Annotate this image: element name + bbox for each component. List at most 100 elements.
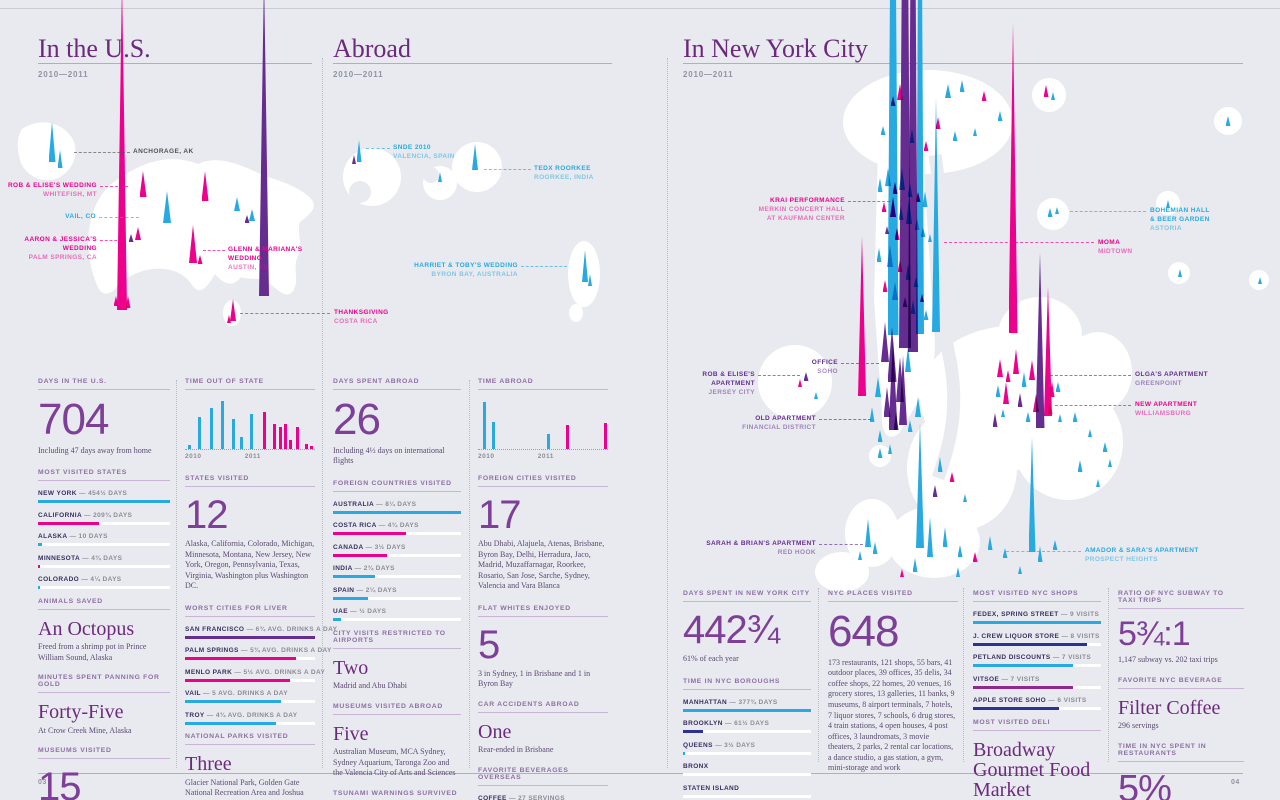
callout-title: MOMA	[1098, 239, 1121, 246]
bar-track	[333, 618, 461, 622]
map-callout: NEW APARTMENT WILLIAMSBURG	[1135, 400, 1197, 418]
callout-leader-line	[1050, 375, 1131, 376]
stat-big-number: 26	[333, 395, 381, 444]
mini-bar	[566, 425, 570, 449]
stat-header: TIME IN NYC SPENT IN RESTAURANTS	[1118, 743, 1244, 762]
callout-leader-line	[99, 217, 139, 218]
bar-fill	[38, 543, 42, 547]
stat-header: DAYS SPENT ABROAD	[333, 378, 461, 390]
stat-display-value: Broadway Gourmet Food Market	[973, 738, 1091, 800]
divider-us-columns	[176, 380, 177, 768]
stat-header: FOREIGN CITIES VISITED	[478, 475, 608, 487]
bar-label: MINNESOTA — 4¾ DAYS	[38, 554, 123, 562]
map-callout: OLGA'S APARTMENT GREENPOINT	[1135, 370, 1208, 388]
bar-row: CANADA — 3½ DAYS	[333, 544, 461, 557]
bar-label: MENLO PARK — 5½ AVG. DRINKS A DAY	[185, 668, 326, 676]
stat-big-number: 5%	[1118, 767, 1172, 800]
map-callout: ROB & ELISE'S WEDDING WHITEFISH, MT	[8, 181, 97, 199]
bar-track	[973, 685, 1101, 689]
stat-header: FOREIGN COUNTRIES VISITED	[333, 480, 461, 492]
bar-row: UAE — ½ DAYS	[333, 608, 461, 622]
stat-header: CAR ACCIDENTS ABROAD	[478, 701, 608, 713]
bar-fill	[38, 564, 40, 568]
bar-label: VAIL — 5 AVG. DRINKS A DAY	[185, 690, 288, 698]
map-callout: SARAH & BRIAN'S APARTMENT RED HOOK	[706, 539, 816, 557]
bar-label: PETLAND DISCOUNTS — 7 VISITS	[973, 654, 1092, 661]
callout-leader-line	[74, 152, 130, 153]
bar-label: COLORADO — 4¼ DAYS	[38, 576, 122, 584]
callout-leader-line	[1006, 551, 1081, 552]
stats-column-abroad-2: TIME ABROAD 2010 2011 FOREIGN CITIES VISITE…	[478, 378, 608, 800]
stat-note: Including 47 days away from home	[38, 445, 152, 455]
callout-location: AT KAUFMAN CENTER	[766, 215, 845, 222]
mini-bar	[239, 436, 243, 449]
bar-label: CANADA — 3½ DAYS	[333, 543, 406, 551]
bar-row: J. CREW LIQUOR STORE — 8 VISITS	[973, 633, 1101, 646]
bar-fill	[38, 521, 99, 525]
mini-bar	[492, 421, 496, 449]
callout-location: ASTORIA	[1150, 225, 1182, 232]
section-title-nyc: In New York City	[683, 34, 868, 63]
callout-title: OFFICE	[811, 359, 838, 366]
callout-location: MERKIN CONCERT HALL	[758, 206, 845, 213]
bar-label: VITSOE — 7 VISITS	[973, 675, 1040, 683]
bar-row: SAN FRANCISCO — 6¾ AVG. DRINKS A DAY	[185, 625, 338, 639]
bar-track	[38, 500, 170, 504]
bar-fill	[333, 596, 368, 600]
callout-leader-line	[100, 186, 128, 187]
callout-title: AARON & JESSICA'S	[24, 236, 97, 243]
stat-note: 1,147 subway vs. 202 taxi trips	[1118, 655, 1218, 665]
bar-label: SAN FRANCISCO — 6¾ AVG. DRINKS A DAY	[185, 625, 338, 633]
callout-title: GLENN & MARIANA'S	[228, 246, 303, 253]
abroad-title-rule	[333, 63, 612, 64]
mini-bar	[546, 434, 550, 449]
bar-label: STATEN ISLAND	[683, 784, 740, 792]
callout-location: MIDTOWN	[1098, 248, 1133, 255]
bar-fill	[683, 730, 704, 734]
bar-track	[683, 751, 811, 755]
mini-bar	[278, 426, 282, 449]
stat-display-value: An Octopus	[38, 617, 135, 640]
bar-row: QUEENS — 3½ DAYS	[683, 742, 811, 755]
callout-title: ROB & ELISE'S WEDDING	[7, 182, 97, 189]
map-callout: ANCHORAGE, AK	[133, 147, 194, 156]
mini-bar	[250, 414, 253, 449]
bar-track	[185, 678, 315, 682]
mini-bar	[198, 416, 201, 449]
stat-note: Rear-ended in Brisbane	[478, 745, 554, 755]
top-edge-rule	[0, 8, 1280, 9]
callout-title: SARAH & BRIAN'S APARTMENT	[706, 540, 816, 547]
map-callout: ROB & ELISE'S APARTMENT JERSEY CITY	[702, 370, 755, 397]
stat-display-value: Forty-Five	[38, 701, 124, 724]
bar-row: MANHATTAN — 377¾ DAYS	[683, 699, 811, 712]
bar-track	[973, 642, 1101, 646]
stat-header: RATIO OF NYC SUBWAY TO TAXI TRIPS	[1118, 590, 1244, 609]
mini-bar-chart	[185, 399, 315, 450]
stat-big-number: 704	[38, 395, 109, 444]
bar-row: SPAIN — 2¼ DAYS	[333, 587, 461, 600]
callout-leader-line	[100, 240, 122, 241]
callout-leader-line	[944, 242, 1094, 243]
callout-leader-line	[203, 250, 225, 251]
callout-title: OLD APARTMENT	[755, 415, 816, 422]
bar-track	[973, 664, 1101, 667]
mini-chart-axis: 2010 2011	[478, 450, 608, 462]
callout-leader-line	[848, 201, 890, 202]
callout-location: BYRON BAY, AUSTRALIA	[431, 271, 518, 278]
axis-year-label: 2011	[244, 453, 261, 460]
bar-row: BROOKLYN — 61½ DAYS	[683, 720, 811, 734]
bar-fill	[185, 721, 276, 725]
stat-header: WORST CITIES FOR LIVER	[185, 605, 315, 617]
bar-row: AUSTRALIA — 8¼ DAYS	[333, 501, 461, 514]
bar-label: INDIA — 2¾ DAYS	[333, 565, 395, 573]
callout-leader-line	[819, 419, 871, 420]
map-callout: MOMA MIDTOWN	[1098, 238, 1132, 256]
mini-bar	[231, 419, 235, 449]
stats-column-us-2: TIME OUT OF STATE 2010 2011 STATES VISITED 1…	[185, 378, 338, 800]
map-callout: THANKSGIVING COSTA RICA	[334, 308, 389, 326]
bar-row: ALASKA — 10 DAYS	[38, 533, 170, 547]
bar-label: MANHATTAN — 377¾ DAYS	[683, 698, 778, 706]
divider-abroad-nyc	[667, 58, 668, 768]
bar-row: VAIL — 5 AVG. DRINKS A DAY	[185, 690, 315, 704]
bar-track	[38, 543, 170, 547]
